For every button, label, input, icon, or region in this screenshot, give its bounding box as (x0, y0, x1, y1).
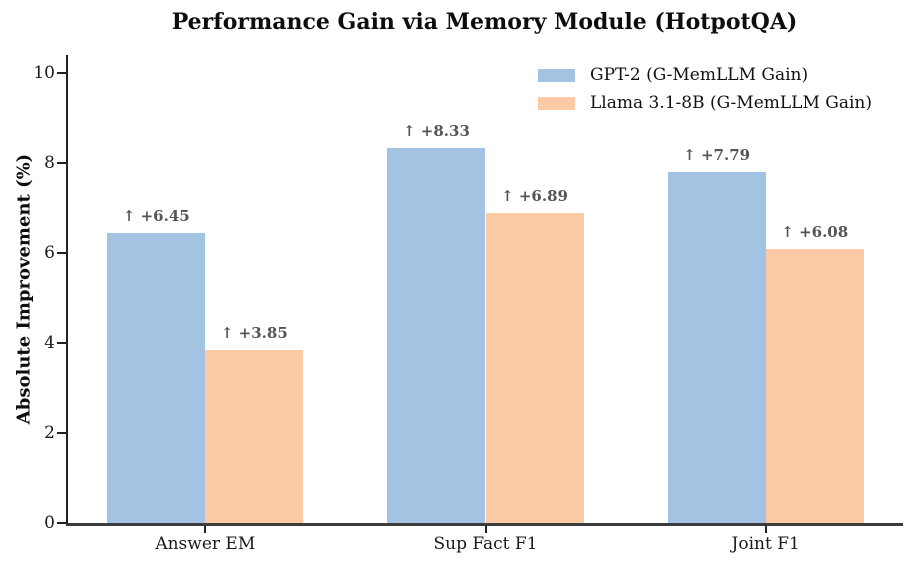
bar-series2-2 (765, 249, 864, 523)
y-tick-label: 6 (44, 243, 55, 263)
y-tick-label: 0 (44, 513, 55, 533)
bar-series2-1 (485, 212, 584, 523)
bar-series1-1 (387, 148, 486, 523)
y-tick-label: 8 (44, 153, 55, 173)
bar-value-label: ↑ +3.85 (220, 323, 288, 342)
bar-series1-2 (667, 172, 766, 523)
plot-area: GPT-2 (G-MemLLM Gain) Llama 3.1-8B (G-Mem… (66, 55, 903, 526)
y-tick-mark (57, 432, 68, 434)
bar-value-label: ↑ +8.33 (403, 121, 470, 140)
x-tick-label: Answer EM (155, 534, 256, 554)
legend: GPT-2 (G-MemLLM Gain) Llama 3.1-8B (G-Mem… (538, 65, 872, 122)
y-tick-mark (57, 162, 68, 164)
bar-value-label: ↑ +6.08 (781, 223, 849, 242)
x-tick-label: Sup Fact F1 (433, 534, 538, 554)
y-tick-mark (57, 252, 68, 254)
y-tick-mark (57, 342, 68, 344)
bar-series1-0 (107, 232, 206, 523)
y-tick-mark (57, 522, 68, 524)
x-tick-mark (484, 526, 487, 533)
bar-series2-0 (205, 349, 304, 523)
legend-item-1: Llama 3.1-8B (G-MemLLM Gain) (538, 93, 872, 113)
bar-value-label: ↑ +6.89 (501, 186, 568, 205)
y-axis-label: Absolute Improvement (%) (13, 153, 35, 425)
bar-value-label: ↑ +7.79 (683, 146, 751, 165)
x-tick-mark (764, 526, 767, 533)
y-tick-label: 4 (44, 333, 55, 353)
legend-swatch-icon (538, 68, 575, 82)
legend-label: GPT-2 (G-MemLLM Gain) (590, 65, 809, 85)
x-tick-mark (204, 526, 207, 533)
y-tick-label: 10 (33, 63, 55, 83)
y-tick-label: 2 (44, 423, 55, 443)
legend-label: Llama 3.1-8B (G-MemLLM Gain) (590, 93, 872, 114)
legend-item-0: GPT-2 (G-MemLLM Gain) (538, 65, 872, 85)
bar-value-label: ↑ +6.45 (122, 206, 190, 225)
legend-swatch-icon (538, 97, 575, 111)
chart-title: Performance Gain via Memory Module (Hotp… (171, 9, 798, 35)
x-tick-label: Joint F1 (731, 534, 800, 554)
y-tick-mark (57, 72, 68, 74)
